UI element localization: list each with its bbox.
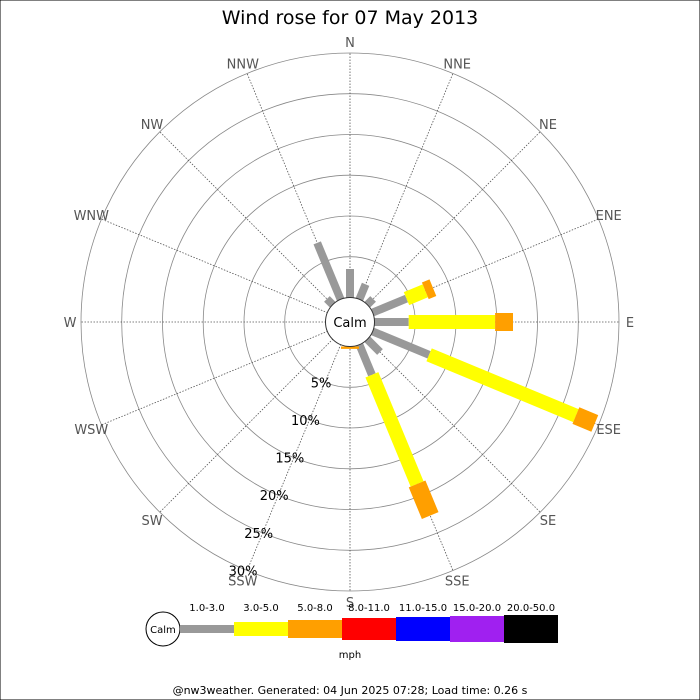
direction-label-nne: NNE <box>443 57 471 72</box>
bar-nne-1.0-3.0 <box>355 282 370 301</box>
bar-nnw-1.0-3.0 <box>313 241 345 301</box>
polar-grid: N NNE NE ENE E ESE SE SSE S SSW SW WSW W WNW NW NNW <box>64 36 635 611</box>
calm-label: Calm <box>333 316 366 331</box>
legend-swatch-5.0-8.0 <box>288 620 342 638</box>
legend-label-15.0-20.0: 15.0-20.0 <box>453 603 501 614</box>
direction-label-sse: SSE <box>445 575 470 590</box>
legend-swatch-11.0-15.0 <box>396 617 450 641</box>
bar-ene-5.0-8.0 <box>421 279 437 300</box>
legend-label-3.0-5.0: 3.0-5.0 <box>243 603 278 614</box>
ring-label-5: 5% <box>311 376 332 391</box>
ring-label-20: 20% <box>260 489 289 504</box>
footer-text: @nw3weather. Generated: 04 Jun 2025 07:2… <box>173 684 528 697</box>
ring-label-15: 15% <box>275 452 304 467</box>
direction-label-wsw: WSW <box>74 423 108 438</box>
bar-sse-5.0-8.0 <box>408 480 439 520</box>
legend-swatch-15.0-20.0 <box>450 616 504 642</box>
bar-ne-1.0-3.0 <box>364 296 376 308</box>
legend: Calm 1.0-3.0 3.0-5.0 5.0-8.0 8.0-11.0 11.0-1… <box>145 603 558 647</box>
bar-sse-3.0-5.0 <box>365 372 424 487</box>
bar-ene-3.0-5.0 <box>403 284 428 306</box>
direction-label-e: E <box>626 316 634 331</box>
legend-swatch-1.0-3.0 <box>180 625 234 633</box>
direction-label-nw: NW <box>141 118 164 133</box>
calm-circle <box>325 297 375 347</box>
legend-label-5.0-8.0: 5.0-8.0 <box>297 603 332 614</box>
chart-title: Wind rose for 07 May 2013 <box>222 7 479 29</box>
calm-center: Calm <box>325 297 375 347</box>
direction-label-sw: SW <box>141 514 162 529</box>
bar-ese-5.0-8.0 <box>572 407 599 432</box>
bar-sse-1.0-3.0 <box>355 343 376 377</box>
ring-labels: 5% 10% 15% 20% 25% 30% <box>229 376 332 579</box>
bar-ene-1.0-3.0 <box>371 294 409 317</box>
legend-unit: mph <box>339 650 361 661</box>
bar-ese-1.0-3.0 <box>371 327 431 359</box>
legend-label-8.0-11.0: 8.0-11.0 <box>348 603 390 614</box>
direction-label-wnw: WNW <box>74 209 110 224</box>
direction-label-ssw: SSW <box>228 575 258 590</box>
direction-label-ene: ENE <box>596 209 622 224</box>
bar-nw-1.0-3.0 <box>324 296 336 308</box>
direction-label-w: W <box>64 316 77 331</box>
legend-label-11.0-15.0: 11.0-15.0 <box>399 603 447 614</box>
legend-swatch-8.0-11.0 <box>342 618 396 640</box>
ring-label-10: 10% <box>291 414 320 429</box>
legend-swatch-20.0-50.0 <box>504 615 558 643</box>
bar-se-1.0-3.0 <box>364 336 383 355</box>
ring-label-30: 30% <box>229 565 258 580</box>
direction-label-ese: ESE <box>596 423 621 438</box>
wind-bars <box>313 241 599 520</box>
grid-ring-30 <box>80 52 620 592</box>
ring-label-25: 25% <box>244 527 273 542</box>
direction-label-n: N <box>345 36 355 51</box>
legend-label-20.0-50.0: 20.0-50.0 <box>507 603 555 614</box>
legend-calm-label: Calm <box>150 625 176 636</box>
direction-label-s: S <box>346 596 354 611</box>
legend-label-1.0-3.0: 1.0-3.0 <box>189 603 224 614</box>
direction-label-se: SE <box>540 514 556 529</box>
direction-label-nnw: NNW <box>227 57 259 72</box>
bar-ese-3.0-5.0 <box>426 348 579 423</box>
direction-label-ne: NE <box>539 118 557 133</box>
legend-swatch-3.0-5.0 <box>234 622 288 636</box>
